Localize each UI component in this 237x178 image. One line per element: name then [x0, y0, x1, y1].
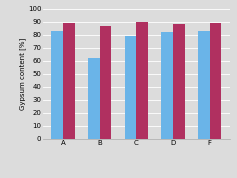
Bar: [51, 31, 63, 139]
Bar: [63, 23, 75, 139]
Bar: [161, 32, 173, 139]
Bar: [173, 25, 185, 139]
Bar: [100, 26, 111, 139]
Bar: [210, 23, 221, 139]
Bar: [198, 31, 210, 139]
Bar: [88, 58, 100, 139]
Y-axis label: Gypsum content [%]: Gypsum content [%]: [20, 38, 26, 110]
Bar: [124, 36, 136, 139]
Bar: [136, 22, 148, 139]
